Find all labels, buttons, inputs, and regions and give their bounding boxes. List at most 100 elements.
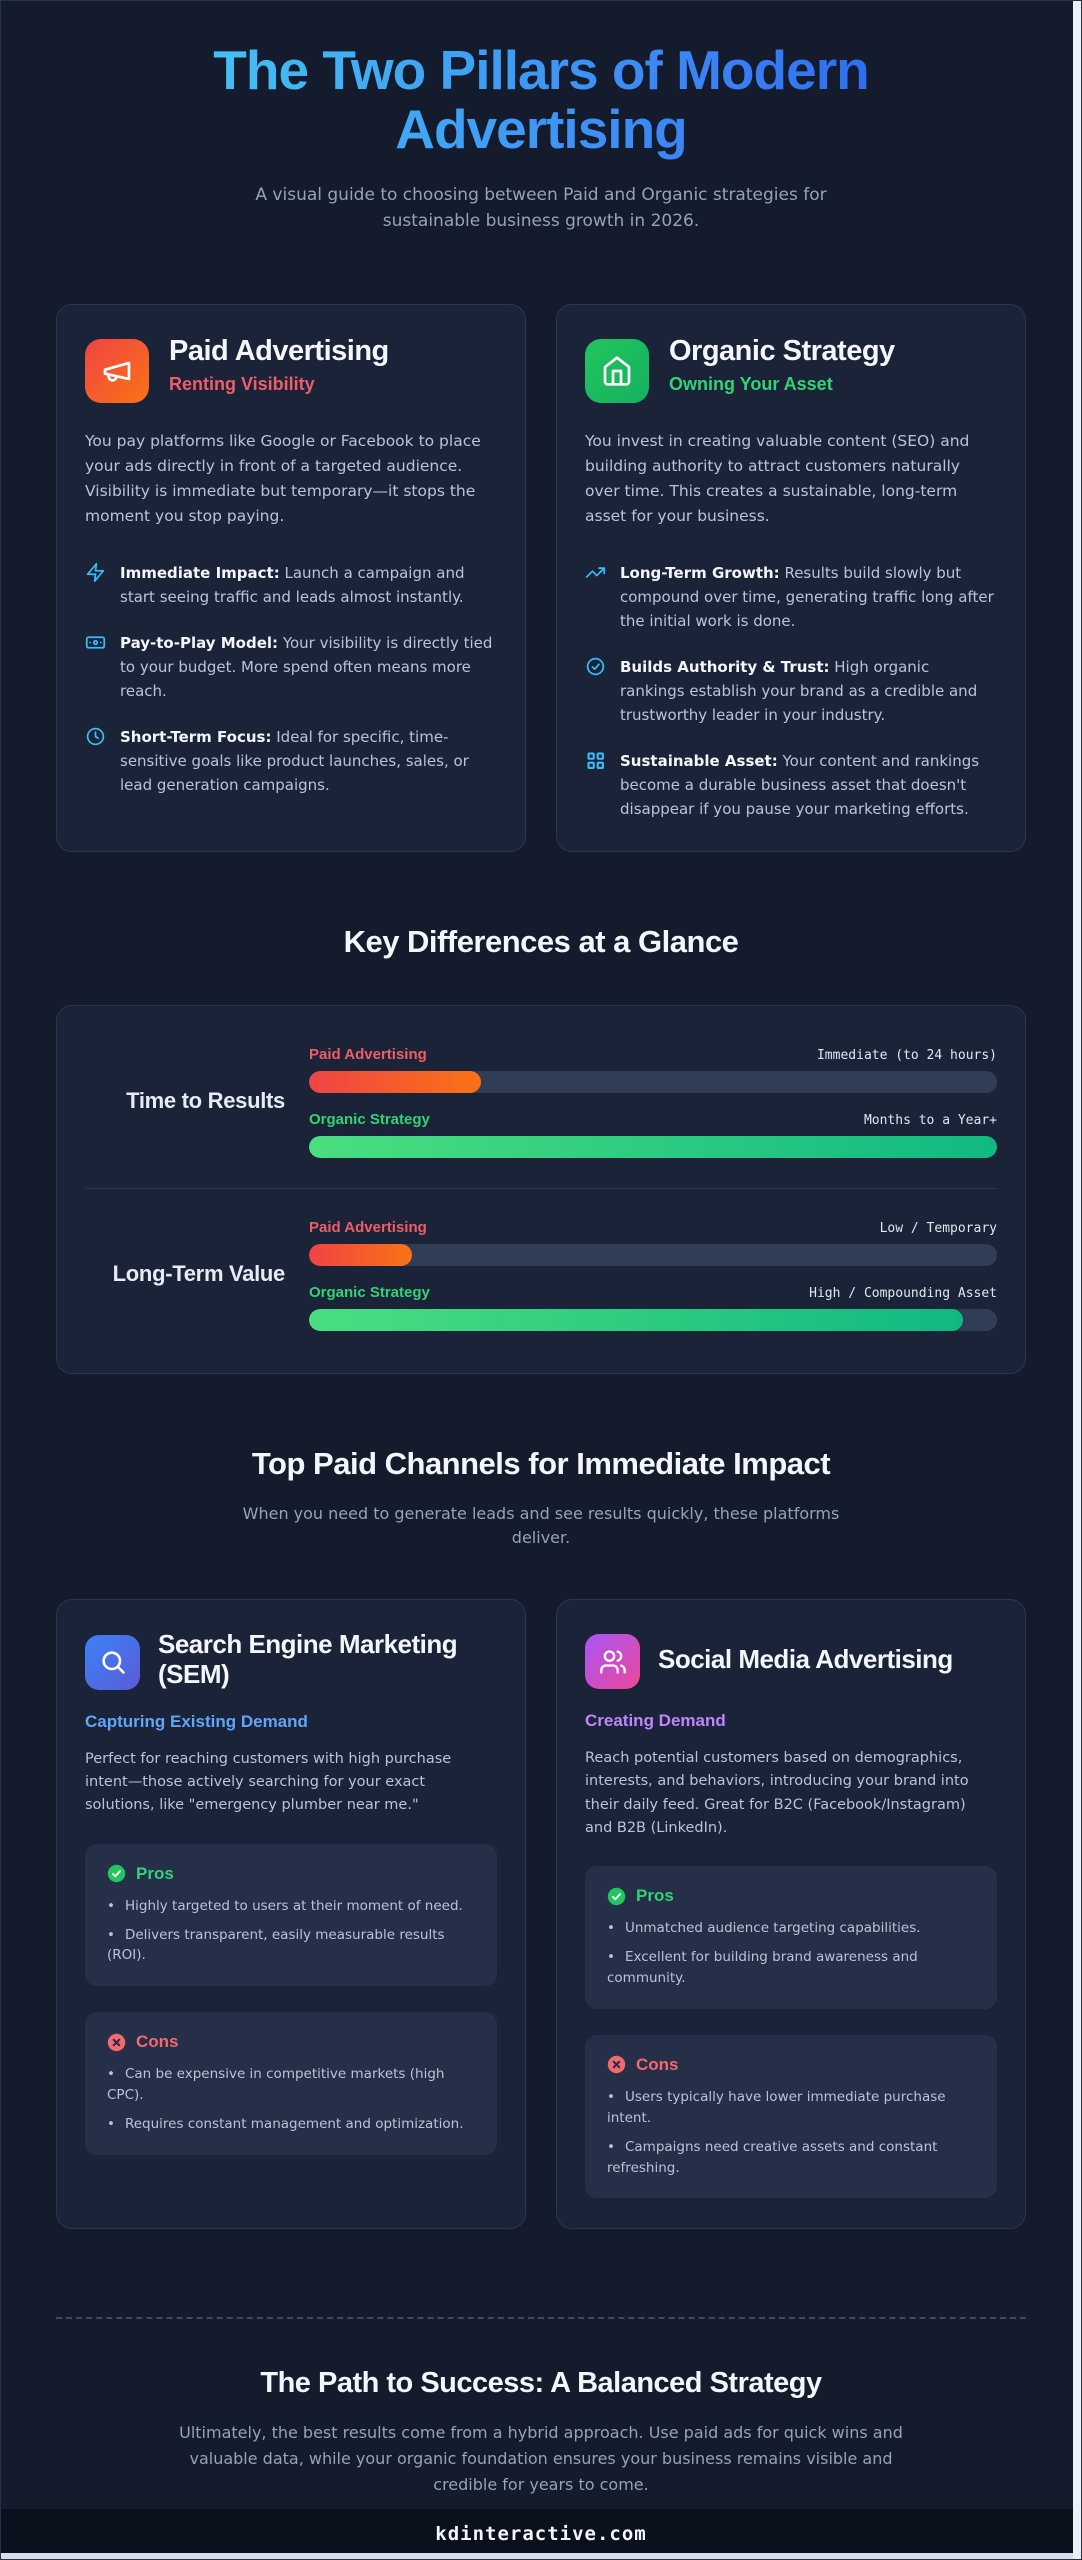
bar-fill [309, 1070, 481, 1093]
sem-card: Search Engine Marketing (SEM) Capturing … [56, 1599, 526, 2230]
list-item: Long-Term Growth: Results build slowly b… [585, 561, 997, 633]
cons-heading: Cons [607, 2055, 975, 2075]
metric-label: Time to Results [126, 1088, 285, 1114]
list-item: Immediate Impact: Launch a campaign and … [85, 561, 497, 609]
card-tagline: Owning Your Asset [669, 373, 833, 394]
banknote-icon [85, 632, 106, 653]
card-description: You pay platforms like Google or Faceboo… [85, 432, 481, 525]
card-tagline: Capturing Existing Demand [85, 1712, 308, 1732]
feature-text: Immediate Impact: Launch a campaign and … [120, 563, 465, 606]
check-filled-icon [607, 1887, 626, 1906]
feature-text: Pay-to-Play Model: Your visibility is di… [120, 633, 493, 700]
feature-text: Short-Term Focus: Ideal for specific, ti… [120, 727, 469, 794]
card-tagline: Creating Demand [585, 1711, 726, 1731]
card-tagline: Renting Visibility [169, 373, 315, 394]
cons-heading: Cons [107, 2032, 475, 2052]
list-item: • Highly targeted to users at their momen… [107, 1897, 463, 1914]
users-icon [585, 1634, 640, 1690]
bar-value-label: Months to a Year+ [863, 1112, 997, 1128]
pros-heading: Pros [607, 1886, 975, 1906]
trending-up-icon [585, 562, 606, 583]
check-circle-icon [585, 656, 606, 677]
card-header: Organic Strategy Owning Your Asset [585, 335, 997, 404]
pros-heading: Pros [107, 1864, 475, 1884]
card-title: Organic Strategy [669, 335, 895, 368]
bar-track [309, 1070, 997, 1093]
card-description: You invest in creating valuable content … [585, 432, 970, 525]
organic-strategy-card: Organic Strategy Owning Your Asset You i… [556, 304, 1026, 852]
channels-heading: Top Paid Channels for Immediate Impact [251, 1445, 831, 1481]
card-title: Search Engine Marketing (SEM) [158, 1629, 458, 1690]
bar-series-label: Organic Strategy [309, 1283, 430, 1301]
footer-domain: kdinteractive.com [435, 2523, 647, 2545]
x-filled-icon [607, 2055, 626, 2074]
feature-list: Long-Term Growth: Results build slowly b… [585, 561, 997, 821]
page-title: The Two Pillars of Modern Advertising [121, 40, 961, 160]
bar-series-label: Paid Advertising [309, 1045, 427, 1063]
list-item: Builds Authority & Trust: High organic r… [585, 655, 997, 727]
content-column: The Two Pillars of Modern Advertising A … [1, 1, 1081, 2497]
cons-panel: Cons • Users typically have lower immedia… [585, 2034, 997, 2199]
metric-label: Long-Term Value [112, 1261, 286, 1287]
card-header: Search Engine Marketing (SEM) [85, 1629, 497, 1690]
list-item: Pay-to-Play Model: Your visibility is di… [85, 631, 497, 703]
list-item: • Requires constant management and optimi… [107, 2116, 464, 2133]
organic-bar-group: Organic Strategy Months to a Year+ [309, 1111, 997, 1158]
page-subtitle: A visual guide to choosing between Paid … [255, 184, 827, 232]
list-item: • Can be expensive in competitive markets… [107, 2066, 445, 2104]
channel-cards-section: Search Engine Marketing (SEM) Capturing … [56, 1599, 1026, 2230]
card-title: Social Media Advertising [658, 1643, 953, 1674]
bar-fill [309, 1135, 997, 1158]
pillar-cards-section: Paid Advertising Renting Visibility You … [56, 304, 1026, 852]
check-filled-icon [107, 1864, 126, 1883]
bar-value-label: Immediate (to 24 hours) [816, 1047, 997, 1063]
bar-fill [309, 1308, 963, 1331]
home-icon [585, 339, 649, 404]
x-filled-icon [107, 2033, 126, 2052]
bar-series-label: Paid Advertising [309, 1218, 427, 1236]
cons-panel: Cons • Can be expensive in competitive ma… [85, 2012, 497, 2156]
pros-panel: Pros • Highly targeted to users at their … [85, 1843, 497, 1987]
horizontal-scrollbar[interactable] [1, 2553, 1081, 2559]
channels-subtitle: When you need to generate leads and see … [242, 1503, 840, 1548]
dashed-divider [56, 2317, 1026, 2320]
bar-fill [309, 1243, 413, 1266]
pros-panel: Pros • Unmatched audience targeting capab… [585, 1866, 997, 2009]
feature-list: Immediate Impact: Launch a campaign and … [85, 561, 497, 797]
social-media-card: Social Media Advertising Creating Demand… [556, 1599, 1026, 2230]
bar-value-label: Low / Temporary [879, 1220, 997, 1236]
card-description: Perfect for reaching customers with high… [85, 1751, 452, 1814]
search-icon [85, 1634, 140, 1690]
paid-advertising-card: Paid Advertising Renting Visibility You … [56, 304, 526, 852]
comparison-card: Time to Results Paid Advertising Immedia… [56, 1004, 1026, 1374]
bar-track [309, 1308, 997, 1331]
vertical-scrollbar[interactable] [1073, 1, 1081, 2559]
bar-value-label: High / Compounding Asset [809, 1285, 997, 1301]
feature-text: Builds Authority & Trust: High organic r… [620, 657, 978, 724]
paid-bar-group: Paid Advertising Immediate (to 24 hours) [309, 1046, 997, 1093]
clock-icon [85, 726, 106, 747]
feature-text: Long-Term Growth: Results build slowly b… [620, 563, 994, 630]
list-item: Sustainable Asset: Your content and rank… [585, 749, 997, 821]
megaphone-icon [85, 339, 149, 404]
bar-series-label: Organic Strategy [309, 1110, 430, 1128]
bolt-icon [85, 562, 106, 583]
list-item: • Excellent for building brand awareness … [607, 1948, 918, 1986]
row-divider [85, 1187, 997, 1189]
bar-track [309, 1135, 997, 1158]
site-footer: kdinteractive.com [1, 2509, 1081, 2559]
metric-row-time-to-results: Time to Results Paid Advertising Immedia… [85, 1046, 997, 1158]
conclusion-heading: The Path to Success: A Balanced Strategy [260, 2367, 822, 2400]
list-item: Short-Term Focus: Ideal for specific, ti… [85, 725, 497, 797]
card-header: Social Media Advertising [585, 1630, 997, 1690]
list-item: • Delivers transparent, easily measurable… [107, 1926, 445, 1964]
feature-text: Sustainable Asset: Your content and rank… [620, 751, 980, 818]
paid-bar-group: Paid Advertising Low / Temporary [309, 1219, 997, 1266]
key-differences-heading: Key Differences at a Glance [343, 923, 739, 959]
conclusion-text: Ultimately, the best results come from a… [179, 2423, 903, 2494]
bar-track [309, 1243, 997, 1266]
organic-bar-group: Organic Strategy High / Compounding Asse… [309, 1284, 997, 1331]
card-title: Paid Advertising [169, 335, 389, 368]
list-item: • Unmatched audience targeting capabiliti… [607, 1920, 921, 1936]
metric-row-long-term-value: Long-Term Value Paid Advertising Low / T… [85, 1219, 997, 1331]
